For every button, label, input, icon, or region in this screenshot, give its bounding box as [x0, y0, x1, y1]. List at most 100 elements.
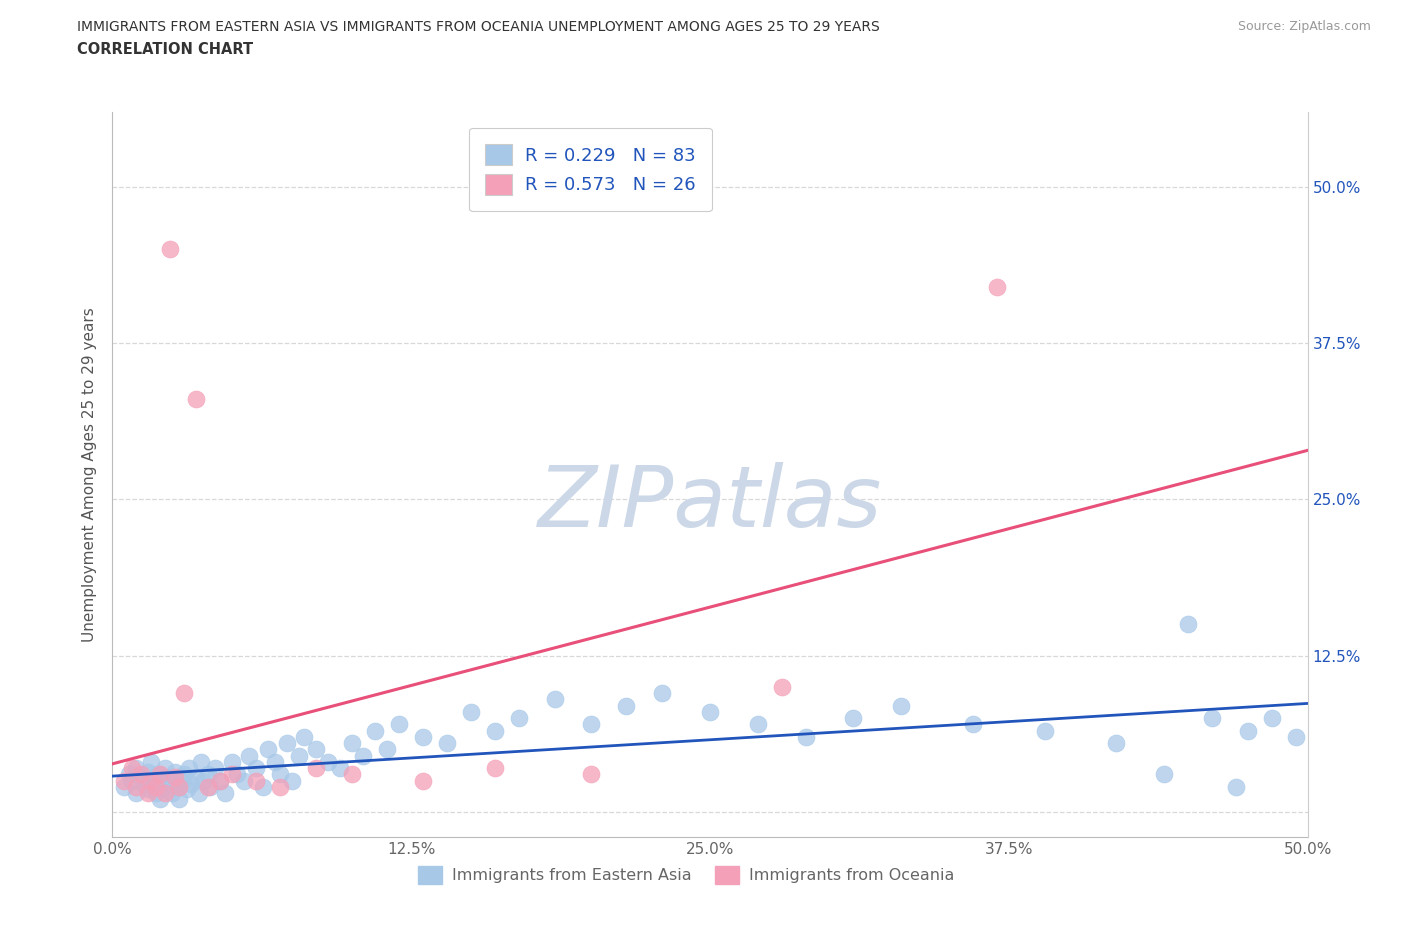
Point — [187, 786, 209, 801]
Text: ZIPatlas: ZIPatlas — [538, 462, 882, 545]
Point — [170, 773, 193, 788]
Point — [238, 749, 260, 764]
Point — [264, 754, 287, 769]
Point — [145, 786, 167, 801]
Point — [281, 773, 304, 788]
Point — [352, 749, 374, 764]
Point — [1225, 779, 1247, 794]
Point — [276, 736, 298, 751]
Point — [890, 698, 912, 713]
Point — [156, 782, 179, 797]
Point — [166, 779, 188, 794]
Point — [412, 773, 434, 788]
Point — [288, 749, 311, 764]
Point — [149, 767, 172, 782]
Point — [197, 767, 219, 782]
Point — [152, 773, 174, 788]
Point — [484, 724, 506, 738]
Point — [269, 767, 291, 782]
Point — [186, 392, 208, 406]
Point — [153, 786, 176, 801]
Text: CORRELATION CHART: CORRELATION CHART — [77, 42, 253, 57]
Text: IMMIGRANTS FROM EASTERN ASIA VS IMMIGRANTS FROM OCEANIA UNEMPLOYMENT AMONG AGES : IMMIGRANTS FROM EASTERN ASIA VS IMMIGRAN… — [77, 20, 880, 34]
Point — [149, 779, 172, 794]
Point — [149, 792, 172, 807]
Point — [1285, 729, 1308, 744]
Point — [121, 761, 143, 776]
Point — [180, 777, 202, 792]
Y-axis label: Unemployment Among Ages 25 to 29 years: Unemployment Among Ages 25 to 29 years — [82, 307, 97, 642]
Point — [138, 764, 160, 779]
Point — [139, 754, 162, 769]
Point — [159, 242, 181, 257]
Point — [794, 729, 817, 744]
Point — [132, 777, 155, 792]
Point — [197, 779, 219, 794]
Legend: Immigrants from Eastern Asia, Immigrants from Oceania: Immigrants from Eastern Asia, Immigrants… — [412, 859, 960, 891]
Point — [209, 773, 232, 788]
Point — [159, 769, 181, 784]
Point — [340, 736, 363, 751]
Point — [138, 782, 160, 797]
Point — [145, 779, 167, 794]
Point — [1201, 711, 1223, 725]
Point — [579, 717, 602, 732]
Point — [139, 773, 162, 788]
Point — [257, 742, 280, 757]
Point — [163, 764, 186, 779]
Point — [616, 698, 638, 713]
Point — [163, 769, 186, 784]
Point — [316, 754, 339, 769]
Text: Source: ZipAtlas.com: Source: ZipAtlas.com — [1237, 20, 1371, 33]
Point — [193, 773, 215, 788]
Point — [305, 761, 328, 776]
Point — [252, 779, 274, 794]
Point — [162, 786, 183, 801]
Point — [340, 767, 363, 782]
Point — [176, 782, 198, 797]
Point — [770, 680, 793, 695]
Point — [508, 711, 530, 725]
Point — [177, 761, 200, 776]
Point — [121, 773, 143, 788]
Point — [484, 761, 506, 776]
Point — [114, 773, 135, 788]
Point — [1033, 724, 1056, 738]
Point — [169, 779, 191, 794]
Point — [233, 773, 256, 788]
Point — [125, 779, 148, 794]
Point — [173, 767, 195, 782]
Point — [146, 767, 169, 782]
Point — [125, 761, 148, 776]
Point — [153, 761, 176, 776]
Point — [962, 717, 984, 732]
Point — [747, 717, 769, 732]
Point — [125, 786, 148, 801]
Point — [1177, 617, 1199, 631]
Point — [221, 754, 243, 769]
Point — [1105, 736, 1128, 751]
Point — [1261, 711, 1284, 725]
Point — [1153, 767, 1175, 782]
Point — [173, 685, 195, 700]
Point — [138, 786, 160, 801]
Point — [209, 773, 232, 788]
Point — [305, 742, 328, 757]
Point — [329, 761, 352, 776]
Point — [245, 773, 267, 788]
Point — [292, 729, 315, 744]
Point — [460, 705, 482, 720]
Point — [225, 767, 247, 782]
Point — [204, 761, 226, 776]
Point — [245, 761, 267, 776]
Point — [842, 711, 865, 725]
Point — [129, 767, 152, 782]
Point — [377, 742, 399, 757]
Point — [190, 754, 212, 769]
Point — [169, 792, 191, 807]
Point — [388, 717, 411, 732]
Point — [651, 685, 673, 700]
Point — [436, 736, 458, 751]
Point — [221, 767, 243, 782]
Point — [412, 729, 434, 744]
